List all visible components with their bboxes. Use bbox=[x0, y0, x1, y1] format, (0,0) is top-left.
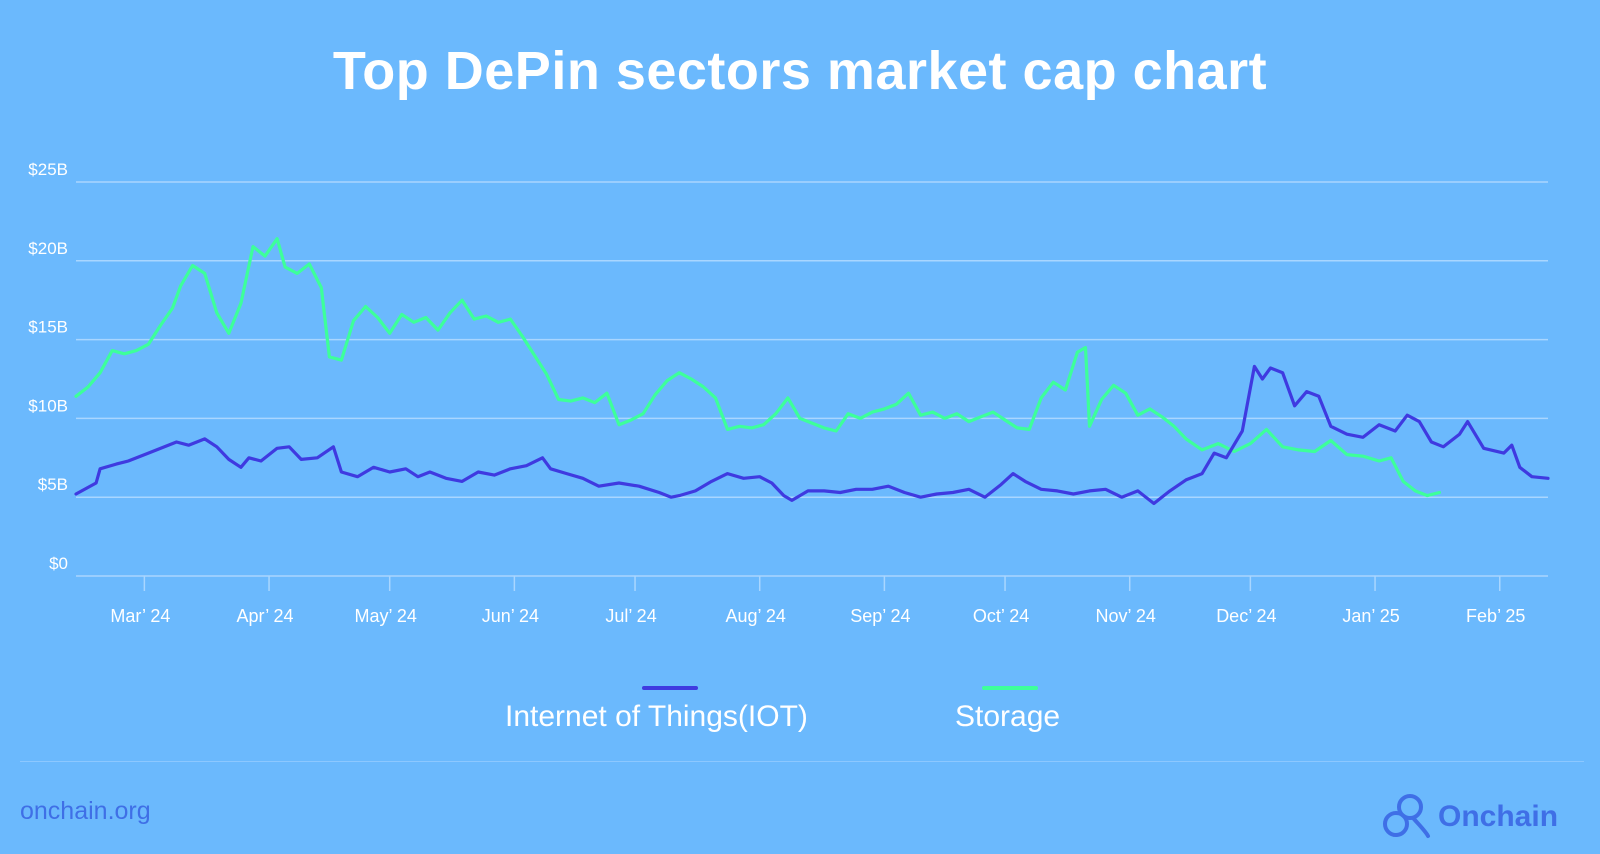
x-tick-label: Apr’ 24 bbox=[237, 606, 294, 626]
line-chart: $0 $5B $10B $15B $20B $25B Mar’ 24 Apr’ 24 May’… bbox=[28, 160, 1550, 626]
series-line-storage bbox=[74, 237, 1441, 498]
x-tick-label: May’ 24 bbox=[355, 606, 417, 626]
y-tick-label: $25B bbox=[28, 160, 68, 179]
grid-lines bbox=[76, 181, 1548, 577]
x-tick-label: Sep’ 24 bbox=[850, 606, 910, 626]
y-tick-label: $15B bbox=[28, 318, 68, 337]
footer-site-link[interactable]: onchain.org bbox=[20, 797, 151, 825]
x-tick-label: Jul’ 24 bbox=[605, 606, 656, 626]
legend-swatch-storage bbox=[982, 686, 1038, 690]
y-tick-label: $20B bbox=[28, 239, 68, 258]
x-axis-ticks: Mar’ 24 Apr’ 24 May’ 24 Jun’ 24 Jul’ 24 Aug’ … bbox=[110, 576, 1525, 626]
x-tick-label: Feb’ 25 bbox=[1466, 606, 1525, 626]
y-axis-tick-labels: $0 $5B $10B $15B $20B $25B bbox=[28, 160, 68, 573]
legend-label-iot: Internet of Things(IOT) bbox=[505, 700, 808, 733]
x-tick-label: Mar’ 24 bbox=[110, 606, 170, 626]
chart-title: Top DePin sectors market cap chart bbox=[332, 41, 1268, 101]
series-line-iot bbox=[74, 364, 1550, 506]
x-tick-label: Nov’ 24 bbox=[1096, 606, 1156, 626]
y-tick-label: $5B bbox=[38, 475, 68, 494]
series-lines bbox=[74, 237, 1550, 506]
x-tick-label: Oct’ 24 bbox=[973, 606, 1029, 626]
footer-divider bbox=[20, 761, 1584, 762]
brand-logo: Onchain bbox=[1380, 792, 1558, 842]
onchain-logo-icon bbox=[1383, 794, 1430, 838]
x-tick-label: Dec’ 24 bbox=[1216, 606, 1276, 626]
legend-swatch-iot bbox=[642, 686, 698, 690]
x-tick-label: Jun’ 24 bbox=[482, 606, 539, 626]
y-tick-label: $0 bbox=[49, 554, 68, 573]
y-tick-label: $10B bbox=[28, 396, 68, 415]
x-tick-label: Jan’ 25 bbox=[1342, 606, 1399, 626]
legend-label-storage: Storage bbox=[955, 700, 1061, 733]
x-tick-label: Aug’ 24 bbox=[726, 606, 786, 626]
brand-name: Onchain bbox=[1438, 800, 1559, 833]
